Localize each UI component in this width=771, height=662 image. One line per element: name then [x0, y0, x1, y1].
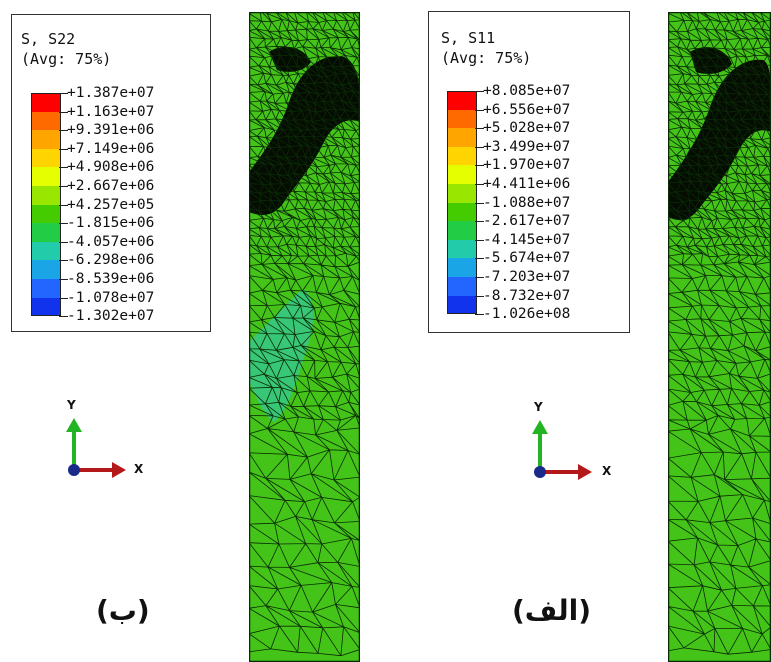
color-swatch — [31, 204, 61, 224]
legend-value: -1.078e+07 — [67, 289, 155, 306]
legend-value: -2.617e+07 — [483, 213, 571, 230]
legend-value: -4.145e+07 — [483, 231, 571, 248]
color-swatch — [31, 260, 61, 279]
legend-value: -4.057e+06 — [67, 233, 155, 250]
legend-tick — [475, 314, 484, 316]
legend-tick — [59, 223, 68, 225]
legend-subtitle-alef: (Avg: 75%) — [441, 49, 532, 67]
legend-tick — [59, 279, 68, 280]
legend-tick — [475, 277, 484, 278]
axis-y-label-alef: Y — [534, 400, 543, 414]
axis-x-label-b: X — [134, 462, 144, 476]
color-swatch — [447, 165, 477, 184]
legend-tick — [475, 184, 484, 185]
axis-triad-b — [66, 418, 126, 478]
color-swatch — [31, 223, 61, 242]
legend-value: -5.674e+07 — [483, 250, 571, 267]
legend-value: -6.298e+06 — [67, 252, 155, 269]
color-swatch — [447, 295, 477, 315]
axis-triad-alef — [532, 420, 592, 480]
legend-value: +1.970e+07 — [483, 157, 571, 174]
dense-mesh-region — [249, 56, 360, 215]
legend-value: +1.163e+07 — [67, 103, 155, 120]
legend-subtitle-b: (Avg: 75%) — [21, 50, 112, 68]
legend-value: -1.026e+08 — [483, 306, 571, 323]
color-swatch — [31, 148, 61, 168]
legend-tick — [475, 165, 484, 167]
color-swatch — [447, 221, 477, 240]
color-swatch — [447, 202, 477, 222]
color-swatch — [31, 167, 61, 186]
legend-value: -1.302e+07 — [67, 308, 155, 325]
caption-b: (ب) — [96, 594, 150, 627]
legend-tick — [59, 93, 68, 94]
legend-value: +2.667e+06 — [67, 178, 155, 194]
legend-tick — [59, 111, 68, 113]
legend-tick — [475, 128, 484, 130]
mesh-lines — [249, 12, 360, 657]
legend-value: -7.203e+07 — [483, 269, 571, 285]
legend-value: -1.815e+06 — [67, 215, 155, 232]
legend-title-b: S, S22 — [21, 30, 76, 48]
legend-value: +4.411e+06 — [483, 176, 571, 192]
color-swatch — [31, 111, 61, 131]
legend-value: +3.499e+07 — [483, 138, 571, 155]
legend-tick — [475, 109, 484, 111]
color-swatch — [31, 241, 61, 261]
color-swatch — [447, 258, 477, 277]
caption-alef: (الف) — [512, 594, 592, 627]
legend-value: +9.391e+06 — [67, 122, 155, 139]
color-swatch — [447, 277, 477, 296]
legend-box-b: S, S22 (Avg: 75%) +1.387e+07 +1.163e+07 +9… — [11, 14, 211, 332]
legend-value: -8.732e+07 — [483, 287, 571, 304]
color-swatch — [31, 93, 61, 112]
mesh-alef — [668, 12, 771, 662]
legend-tick — [475, 221, 484, 223]
color-swatch — [447, 239, 477, 259]
legend-value: +1.387e+07 — [67, 85, 155, 101]
legend-tick — [475, 91, 484, 92]
color-swatch — [31, 279, 61, 298]
dense-mesh-region — [668, 59, 771, 221]
legend-value: -1.088e+07 — [483, 194, 571, 211]
color-swatch — [447, 184, 477, 203]
legend-tick — [475, 146, 484, 148]
axis-x-label-alef: X — [602, 464, 612, 478]
legend-tick — [475, 202, 484, 204]
legend-tick — [59, 167, 68, 169]
legend-tick — [59, 316, 68, 318]
mesh-b — [249, 12, 360, 662]
legend-tick — [59, 297, 68, 299]
legend-title-alef: S, S11 — [441, 29, 496, 47]
mesh-lines — [668, 12, 771, 655]
legend-value: +6.556e+07 — [483, 101, 571, 118]
color-swatch — [31, 130, 61, 149]
color-swatch — [447, 109, 477, 129]
color-swatch — [31, 186, 61, 205]
color-swatch — [447, 146, 477, 166]
legend-tick — [475, 295, 484, 297]
legend-value: +4.257e+05 — [67, 196, 155, 213]
axis-y-label-b: Y — [67, 398, 76, 412]
legend-value: -8.539e+06 — [67, 271, 155, 287]
legend-tick — [59, 186, 68, 187]
legend-value: +5.028e+07 — [483, 120, 571, 137]
legend-tick — [475, 239, 484, 241]
color-swatch — [447, 91, 477, 110]
legend-value: +7.149e+06 — [67, 140, 155, 157]
legend-tick — [59, 204, 68, 206]
legend-tick — [59, 260, 68, 262]
legend-tick — [59, 148, 68, 150]
legend-value: +4.908e+06 — [67, 159, 155, 176]
legend-tick — [59, 130, 68, 132]
color-swatch — [31, 297, 61, 317]
legend-tick — [59, 241, 68, 243]
legend-tick — [475, 258, 484, 260]
legend-box-alef: S, S11 (Avg: 75%) +8.085e+07 +6.556e+07 +5… — [428, 11, 630, 333]
color-swatch — [447, 128, 477, 147]
panel-b: S, S22 (Avg: 75%) +1.387e+07 +1.163e+07 +9… — [0, 0, 380, 662]
legend-value: +8.085e+07 — [483, 83, 571, 99]
